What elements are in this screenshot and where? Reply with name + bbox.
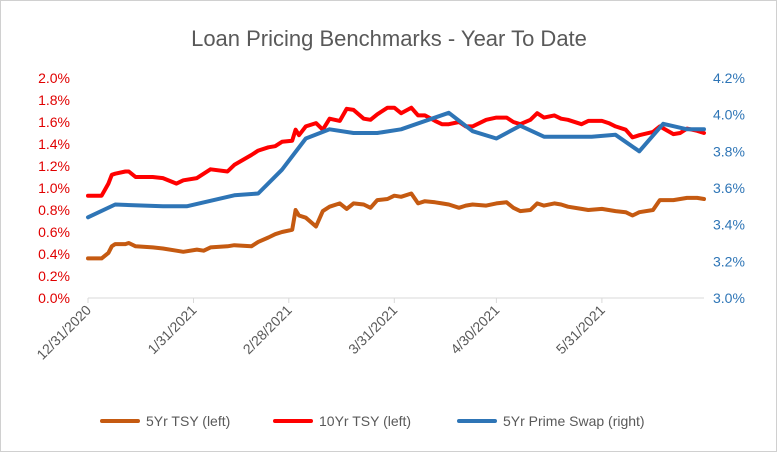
x-tick-label: 1/31/2021 — [144, 302, 200, 358]
series-lines — [86, 105, 706, 261]
y-left-tick-label: 2.0% — [38, 70, 70, 86]
x-tick-label: 5/31/2021 — [553, 302, 609, 358]
y-right-tick-label: 3.4% — [713, 217, 745, 233]
x-tick-label: 4/30/2021 — [447, 302, 503, 358]
series-line-1 — [86, 105, 706, 198]
y-left-tick-label: 1.2% — [38, 158, 70, 174]
y-left-tick-label: 0.2% — [38, 268, 70, 284]
y-right-tick-label: 4.0% — [713, 107, 745, 123]
y-left-tick-label: 1.8% — [38, 92, 70, 108]
legend-label-2: 5Yr Prime Swap (right) — [503, 413, 645, 429]
series-line-0 — [86, 191, 706, 261]
axes: 0.0% 0.2% 0.4% 0.6% 0.8% 1.0% 1.2% 1.4% 1.6% 1.8%… — [33, 70, 745, 363]
x-tick-label: 2/28/2021 — [240, 302, 296, 358]
y-left-tick-label: 1.0% — [38, 180, 70, 196]
legend-label-0: 5Yr TSY (left) — [146, 413, 230, 429]
legend-label-1: 10Yr TSY (left) — [319, 413, 411, 429]
x-tick-label: 12/31/2020 — [33, 302, 94, 363]
y-left-tick-label: 0.0% — [38, 290, 70, 306]
y-right-tick-label: 3.6% — [713, 180, 745, 196]
y-right-tick-label: 4.2% — [713, 70, 745, 86]
series-line-2 — [86, 110, 706, 220]
y-right-tick-label: 3.0% — [713, 290, 745, 306]
y-left-tick-label: 0.4% — [38, 246, 70, 262]
y-left-tick-label: 0.6% — [38, 224, 70, 240]
y-left-tick-label: 0.8% — [38, 202, 70, 218]
y-left-tick-label: 1.6% — [38, 114, 70, 130]
y-right-tick-label: 3.8% — [713, 143, 745, 159]
chart-title: Loan Pricing Benchmarks - Year To Date — [191, 26, 587, 51]
legend: 5Yr TSY (left) 10Yr TSY (left) 5Yr Prime S… — [100, 413, 645, 429]
y-right-tick-label: 3.2% — [713, 253, 745, 269]
x-tick-label: 3/31/2021 — [345, 302, 401, 358]
y-left-tick-label: 1.4% — [38, 136, 70, 152]
